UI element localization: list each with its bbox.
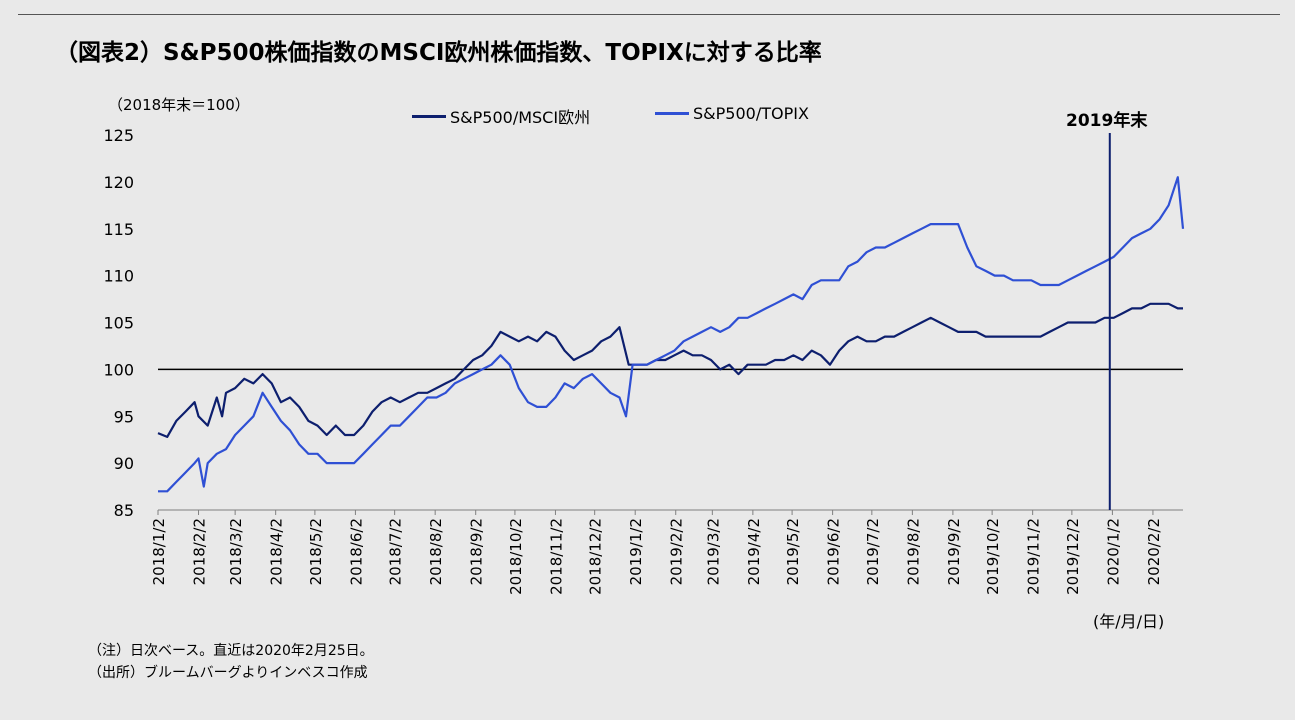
x-tick-label: 2019/8/2 bbox=[904, 518, 922, 585]
x-tick-label: 2018/10/2 bbox=[507, 518, 525, 595]
x-tick-label: 2020/2/2 bbox=[1145, 518, 1163, 585]
y-tick-label: 95 bbox=[114, 407, 134, 426]
x-tick-label: 2018/1/2 bbox=[150, 518, 168, 585]
x-tick-label: 2019/5/2 bbox=[784, 518, 802, 585]
legend-item-series2: S&P500/TOPIX bbox=[655, 104, 809, 123]
x-tick-label: 2018/4/2 bbox=[268, 518, 286, 585]
x-tick-label: 2018/9/2 bbox=[468, 518, 486, 585]
y-tick-label: 100 bbox=[103, 360, 134, 379]
x-tick-label: 2019/11/2 bbox=[1025, 518, 1043, 595]
x-tick-label: 2019/12/2 bbox=[1064, 518, 1082, 595]
annotation-label: 2019年末 bbox=[1066, 111, 1148, 131]
legend-item-series1: S&P500/MSCI欧州 bbox=[412, 104, 590, 128]
y-tick-label: 125 bbox=[103, 126, 134, 145]
x-tick-label: 2019/10/2 bbox=[984, 518, 1002, 595]
source-text: （出所）ブルームバーグよりインベスコ作成 bbox=[88, 665, 368, 681]
x-tick-label: 2018/7/2 bbox=[387, 518, 405, 585]
x-unit-label: (年/月/日) bbox=[1093, 612, 1165, 631]
x-tick-label: 2018/2/2 bbox=[191, 518, 209, 585]
x-tick-label: 2019/2/2 bbox=[668, 518, 686, 585]
x-tick-label: 2019/1/2 bbox=[627, 518, 645, 585]
x-tick-label: 2018/6/2 bbox=[347, 518, 365, 585]
y-tick-label: 115 bbox=[103, 220, 134, 239]
note-text: （注）日次ベース。直近は2020年2月25日。 bbox=[88, 643, 374, 659]
legend-swatch-series1 bbox=[412, 114, 446, 118]
y-tick-label: 90 bbox=[114, 454, 134, 473]
x-tick-label: 2019/4/2 bbox=[745, 518, 763, 585]
x-tick-label: 2018/8/2 bbox=[427, 518, 445, 585]
legend-label-series1: S&P500/MSCI欧州 bbox=[450, 108, 591, 127]
x-tick-label: 2019/3/2 bbox=[704, 518, 722, 585]
x-tick-label: 2018/11/2 bbox=[547, 518, 565, 595]
series-line-1 bbox=[157, 302, 1183, 438]
x-tick-label: 2018/3/2 bbox=[227, 518, 245, 585]
x-tick-label: 2019/9/2 bbox=[945, 518, 963, 585]
top-rule bbox=[18, 14, 1280, 15]
y-tick-label: 105 bbox=[103, 314, 134, 333]
y-tick-label: 110 bbox=[103, 267, 134, 286]
legend-label-series2: S&P500/TOPIX bbox=[693, 104, 809, 123]
chart-title: （図表2）S&P500株価指数のMSCI欧州株価指数、TOPIXに対する比率 bbox=[55, 40, 822, 66]
x-tick-label: 2020/1/2 bbox=[1104, 518, 1122, 585]
y-tick-label: 120 bbox=[103, 173, 134, 192]
x-tick-label: 2019/6/2 bbox=[825, 518, 843, 585]
series-line-2 bbox=[158, 176, 1185, 493]
x-tick-label: 2018/12/2 bbox=[587, 518, 605, 595]
y-unit-label: （2018年末＝100） bbox=[108, 96, 250, 114]
legend-swatch-series2 bbox=[655, 112, 689, 115]
x-tick-label: 2019/7/2 bbox=[864, 518, 882, 585]
x-tick-label: 2018/5/2 bbox=[307, 518, 325, 585]
y-tick-label: 85 bbox=[114, 501, 134, 520]
